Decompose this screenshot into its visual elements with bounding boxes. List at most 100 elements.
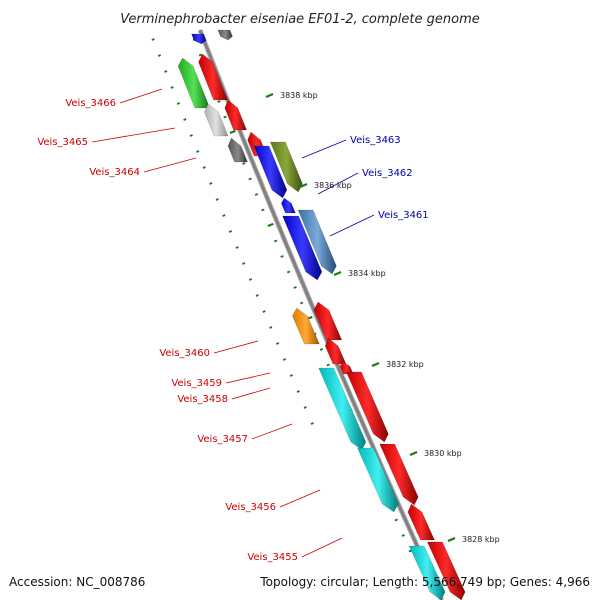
gene-label-right[interactable]: Veis_3461: [378, 210, 429, 221]
inner-tick-mark: [189, 134, 193, 137]
tick-mark: [223, 115, 227, 119]
inner-tick-mark: [269, 326, 273, 329]
gene-label-left[interactable]: Veis_3459: [171, 378, 222, 389]
inner-tick-mark: [303, 406, 307, 409]
gene-label-left[interactable]: Veis_3456: [225, 502, 276, 513]
gene-arrow: [346, 371, 389, 443]
inner-tick-mark: [276, 342, 280, 345]
inner-tick-mark: [262, 310, 266, 313]
gene-label-left[interactable]: Veis_3465: [37, 137, 88, 148]
leader-line: [91, 127, 176, 143]
gene-arrow: [227, 137, 248, 163]
inner-tick-mark: [215, 198, 219, 201]
scale-label: 3828 kbp: [462, 535, 500, 544]
leader-line: [317, 172, 359, 195]
accession-text: Accession: NC_008786: [9, 575, 145, 589]
topology-summary: Topology: circular; Length: 5,566,749 bp…: [259, 575, 590, 589]
leader-line: [301, 139, 347, 159]
leader-line: [231, 387, 271, 400]
inner-tick-mark: [183, 118, 187, 121]
gene-arrow: [408, 545, 446, 600]
gene-arrow: [191, 33, 207, 45]
gene-label-left[interactable]: Veis_3464: [89, 167, 140, 178]
inner-tick-mark: [196, 150, 200, 153]
leader-line: [301, 537, 343, 558]
gene-arrow: [198, 53, 228, 101]
gene-label-right[interactable]: Veis_3463: [350, 135, 401, 146]
gene-labels: Veis_3466 Veis_3465 Veis_3464 Veis_3460 Veis…: [37, 98, 428, 563]
gene-arrow: [427, 541, 466, 600]
scale-tick: [447, 536, 456, 543]
gene-arrow: [318, 367, 367, 451]
gene-arrow: [297, 209, 337, 275]
tick-mark: [401, 534, 405, 537]
leader-line: [119, 88, 163, 104]
tick-mark: [242, 162, 246, 165]
gene-arrow: [407, 503, 435, 541]
gene-label-left[interactable]: Veis_3460: [159, 348, 210, 359]
scale-tick: [409, 450, 418, 457]
tick-mark: [408, 549, 412, 553]
tick-mark: [254, 193, 259, 196]
inner-tick-mark: [255, 294, 259, 297]
gene-arrow: [313, 301, 343, 341]
scale-label: 3834 kbp: [348, 269, 386, 278]
gene-track: [177, 29, 466, 600]
tick-mark: [198, 53, 203, 57]
gene-arrow: [379, 443, 419, 506]
gene-arrow: [357, 447, 399, 513]
tick-mark: [229, 129, 236, 135]
scale-tick: [371, 361, 380, 368]
scale-tick: [265, 92, 274, 99]
gene-arrow: [177, 57, 211, 109]
inner-tick-mark: [282, 358, 287, 361]
tick-mark: [394, 518, 398, 522]
gene-label-left[interactable]: Veis_3458: [177, 394, 228, 405]
inner-tick-mark: [310, 422, 314, 425]
label-leaders: [91, 88, 375, 558]
inner-tick-mark: [170, 86, 174, 89]
tick-mark: [293, 286, 297, 289]
gene-label-left[interactable]: Veis_3457: [197, 434, 248, 445]
tick-mark: [248, 177, 252, 181]
tick-mark: [280, 255, 284, 258]
inner-tick-mark: [151, 38, 155, 41]
scale-label: 3836 kbp: [314, 181, 352, 190]
gene-arrow: [270, 141, 303, 193]
scale-label: 3838 kbp: [280, 91, 318, 100]
inner-tick-mark: [222, 214, 226, 217]
tick-mark: [319, 348, 324, 351]
map-title: Verminephrobacter eiseniae EF01-2, compl…: [120, 12, 479, 27]
leader-line: [213, 340, 259, 354]
gene-label-left[interactable]: Veis_3466: [65, 98, 116, 109]
tick-mark: [326, 363, 330, 367]
scale-tick: [333, 270, 342, 277]
scale-label: 3830 kbp: [424, 449, 462, 458]
scale-label: 3832 kbp: [386, 360, 424, 369]
inner-tick-mark: [209, 182, 213, 185]
tick-mark: [217, 100, 221, 103]
gene-arrow: [324, 337, 347, 365]
gene-label-left[interactable]: Veis_3455: [247, 552, 298, 563]
gene-arrow: [281, 197, 296, 214]
scale-tick: [299, 182, 308, 189]
inner-tick-mark: [164, 70, 168, 73]
leader-line: [329, 214, 375, 237]
leader-line: [225, 372, 271, 384]
gene-label-right[interactable]: Veis_3462: [362, 168, 413, 179]
gene-arrow: [217, 29, 233, 41]
gene-arrow: [292, 307, 320, 345]
scale-labels: 3838 kbp 3836 kbp 3834 kbp 3832 kbp 3830 kbp…: [265, 91, 500, 544]
leader-line: [143, 157, 197, 173]
inner-tick-mark: [296, 390, 300, 393]
inner-tick-mark: [157, 54, 162, 57]
inner-tick-mark: [202, 166, 206, 169]
tick-mark: [273, 239, 278, 243]
inner-tick-mark: [176, 102, 181, 105]
inner-tick-mark: [235, 246, 239, 249]
gene-arrow: [224, 99, 247, 131]
leader-line: [251, 423, 293, 440]
tick-mark: [286, 270, 291, 274]
